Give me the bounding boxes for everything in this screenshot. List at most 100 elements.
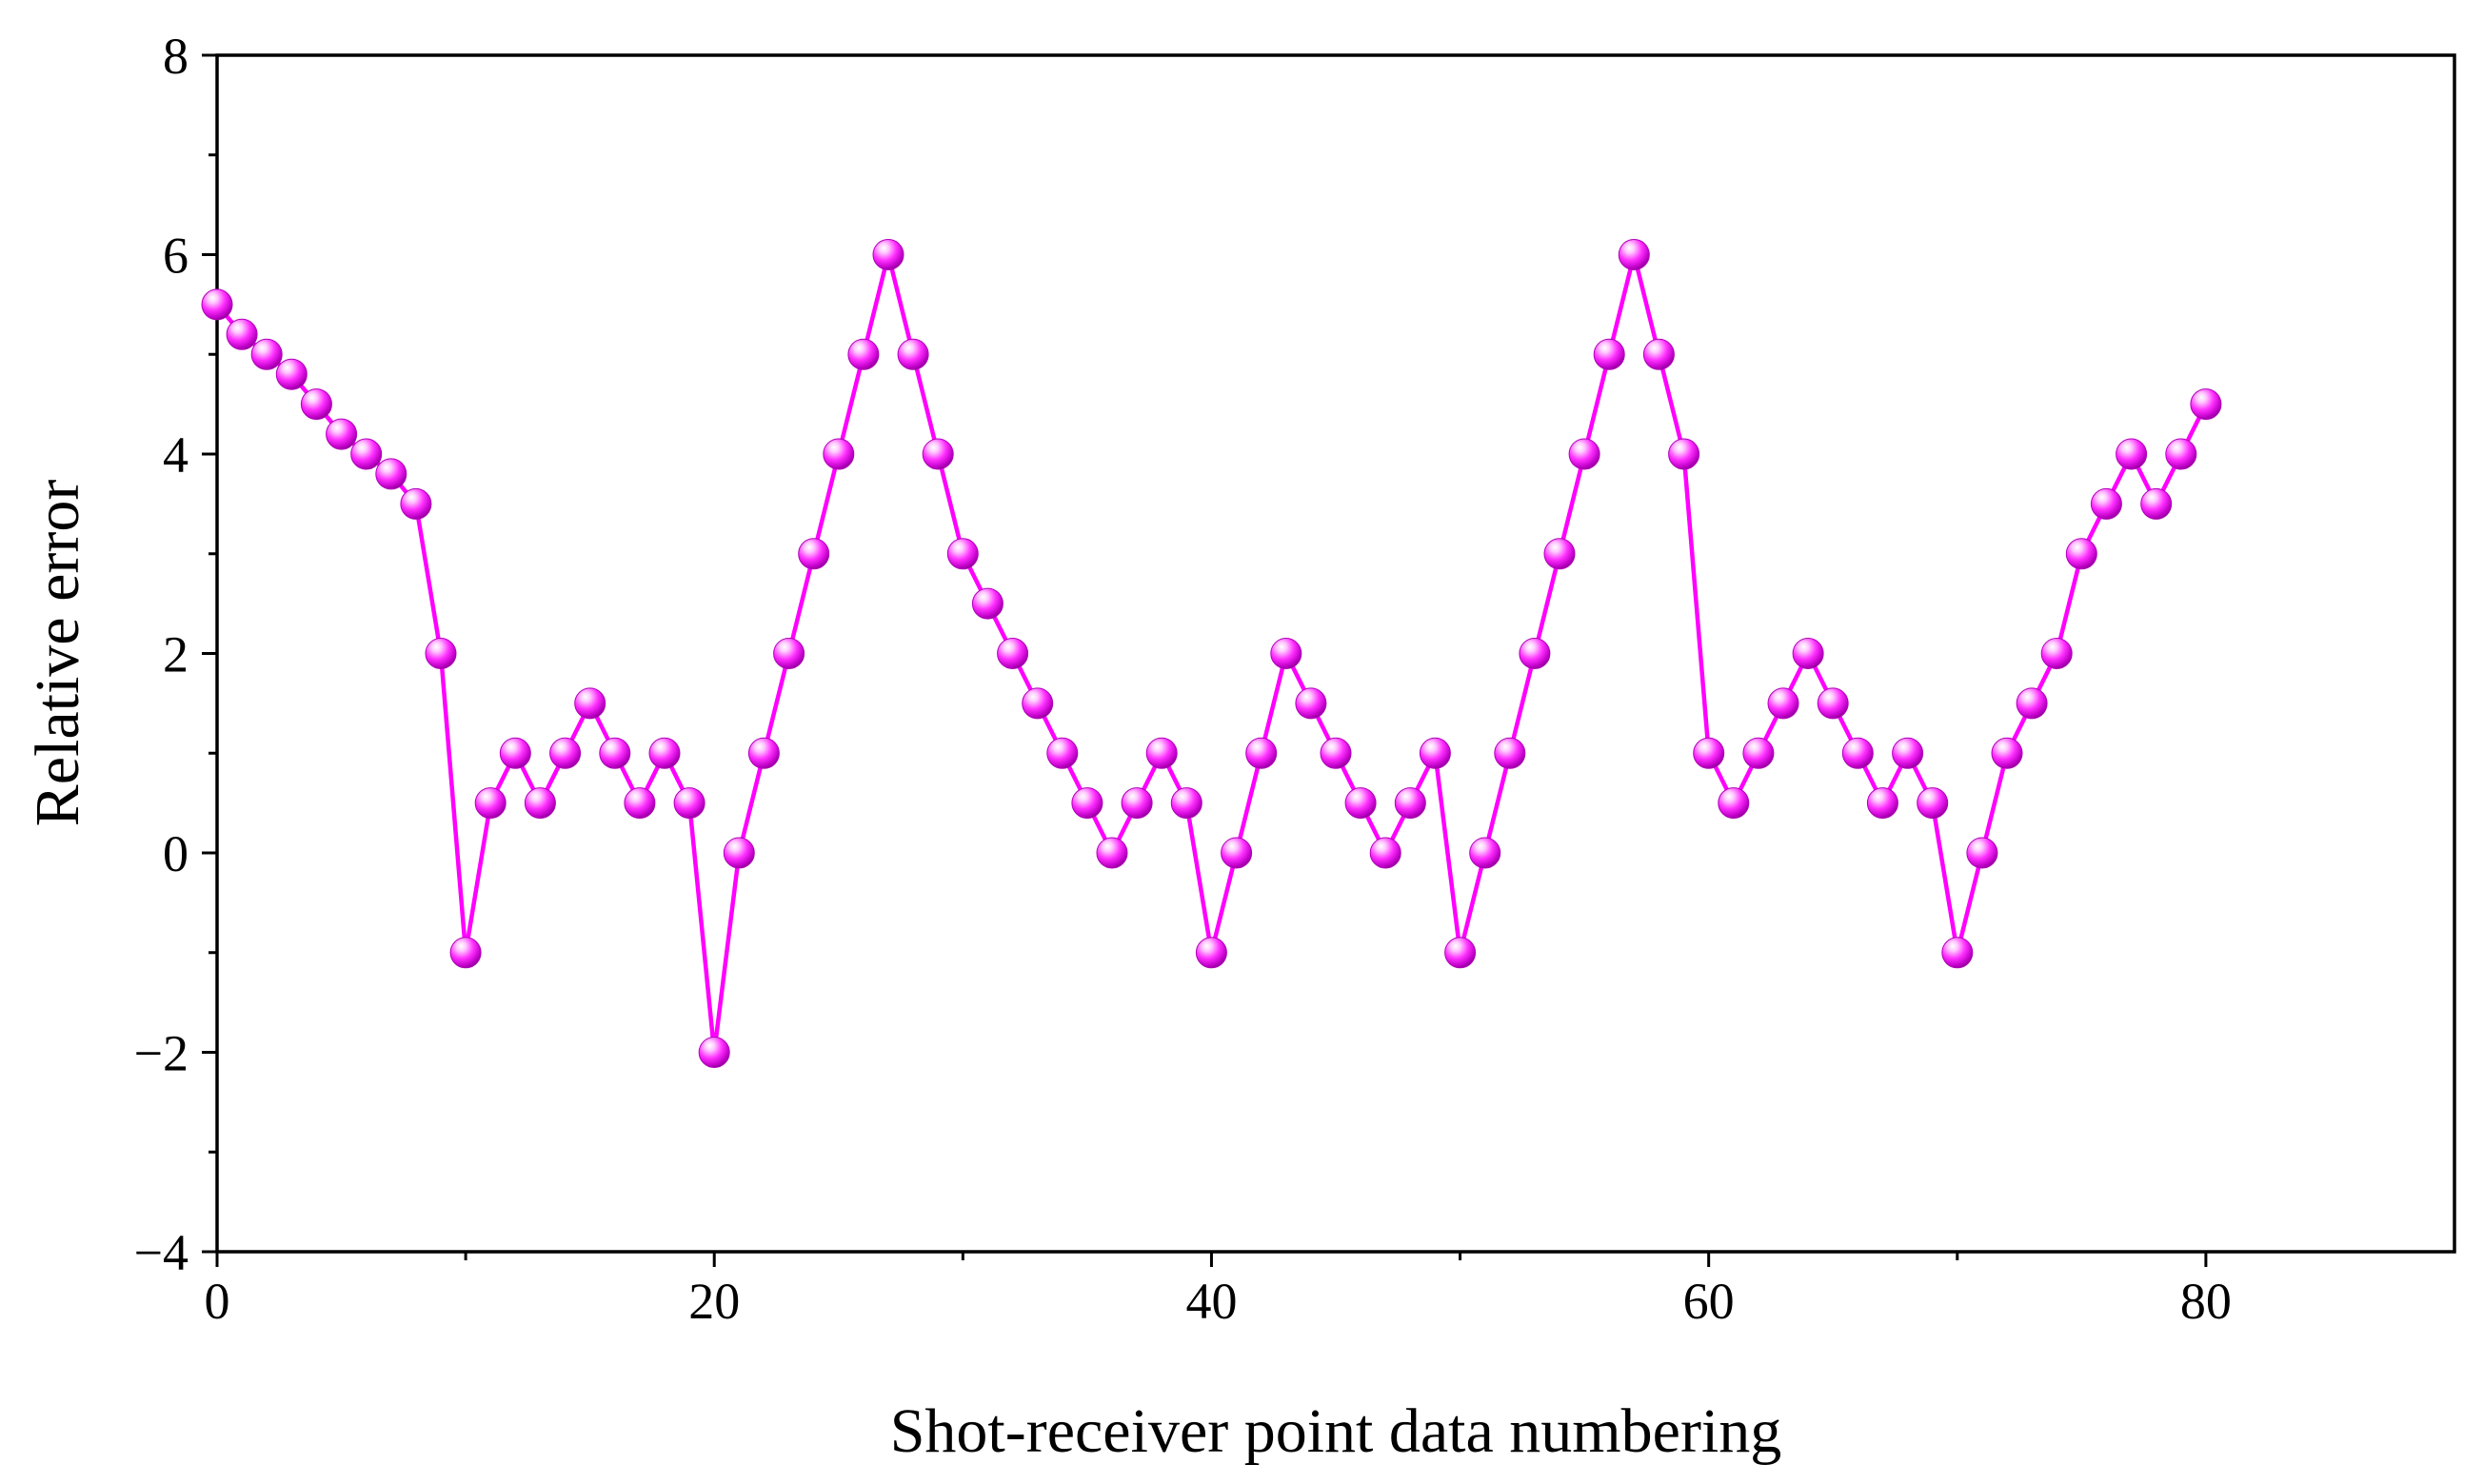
data-point (1543, 538, 1576, 570)
data-point (549, 737, 582, 769)
data-point (946, 538, 979, 570)
axis-tick-labels: 0 20 40 60 80 −4 −2 0 2 4 6 8 (134, 28, 2232, 1330)
data-point (798, 538, 830, 570)
data-point (1170, 787, 1202, 820)
data-point (275, 358, 308, 390)
data-point (1817, 687, 1849, 720)
data-point (673, 787, 705, 820)
data-point (1668, 438, 1700, 470)
data-point (1270, 638, 1302, 669)
data-point (474, 787, 507, 820)
data-point (2090, 487, 2122, 520)
data-point (773, 638, 805, 669)
data-point (326, 418, 358, 450)
data-point (499, 737, 531, 769)
data-point (1642, 338, 1675, 370)
data-point (1568, 438, 1600, 470)
data-point (425, 638, 457, 669)
data-point (524, 787, 556, 820)
data-point (872, 239, 904, 270)
data-point (1295, 687, 1327, 720)
data-point (574, 687, 606, 720)
data-point (1767, 687, 1799, 720)
data-point (2190, 388, 2222, 421)
y-tick-label: 6 (163, 228, 189, 285)
x-tick-label: 80 (2180, 1273, 2232, 1330)
data-point (1245, 737, 1278, 769)
data-point (300, 388, 332, 421)
data-point (400, 487, 432, 520)
data-point (897, 338, 929, 370)
axis-ticks (202, 53, 2208, 1267)
plot-frame (215, 53, 2456, 1254)
data-point (1096, 837, 1128, 869)
data-point (1941, 937, 1974, 969)
data-point (599, 737, 631, 769)
data-point (747, 737, 780, 769)
data-point (1444, 937, 1477, 969)
data-point (1841, 737, 1874, 769)
data-point (1991, 737, 2023, 769)
y-tick-label: 2 (163, 626, 189, 683)
data-series (201, 239, 2222, 1068)
data-point (847, 338, 880, 370)
data-point (1320, 737, 1352, 769)
data-point (1693, 737, 1725, 769)
data-point (449, 937, 482, 969)
data-point (1618, 239, 1650, 270)
data-point (1121, 787, 1153, 820)
x-tick-label: 40 (1185, 1273, 1237, 1330)
data-point (226, 318, 258, 350)
y-tick-label: −4 (134, 1224, 189, 1281)
data-point (201, 288, 233, 321)
series-line (215, 252, 2208, 1055)
data-point (2165, 438, 2197, 470)
y-axis-title: Relative error (23, 480, 92, 827)
data-point (971, 587, 1004, 620)
data-point (624, 787, 656, 820)
data-point (1792, 638, 1824, 669)
y-tick-label: 4 (163, 426, 189, 484)
data-point (375, 458, 407, 490)
x-tick-label: 20 (688, 1273, 740, 1330)
data-point (1046, 737, 1079, 769)
data-point (1195, 937, 1227, 969)
data-point (1419, 737, 1451, 769)
x-tick-label: 60 (1683, 1273, 1735, 1330)
data-point (1369, 837, 1401, 869)
data-point (922, 438, 954, 470)
data-point (1022, 687, 1054, 720)
data-point (250, 338, 283, 370)
y-tick-label: 8 (163, 28, 189, 85)
data-point (2040, 638, 2073, 669)
data-point (698, 1037, 730, 1068)
data-point (1344, 787, 1377, 820)
data-point (1519, 638, 1551, 669)
data-point (1071, 787, 1103, 820)
data-point (1866, 787, 1898, 820)
data-point (1593, 338, 1625, 370)
data-point (1892, 737, 1924, 769)
data-point (2065, 538, 2097, 570)
data-point (1221, 837, 1253, 869)
data-point (723, 837, 755, 869)
data-point (2016, 687, 2048, 720)
data-point (648, 737, 681, 769)
data-point (1494, 737, 1526, 769)
y-tick-label: 0 (163, 825, 189, 882)
data-point (1394, 787, 1426, 820)
data-point (2116, 438, 2148, 470)
data-point (823, 438, 855, 470)
data-point (1145, 737, 1178, 769)
data-point (1718, 787, 1750, 820)
data-point (997, 638, 1029, 669)
y-tick-label: −2 (134, 1025, 189, 1082)
data-point (2140, 487, 2173, 520)
x-axis-title: Shot-receiver point data numbering (890, 1396, 1782, 1466)
data-point (1917, 787, 1949, 820)
data-point (1469, 837, 1501, 869)
data-point (1966, 837, 1998, 869)
data-point (1742, 737, 1775, 769)
data-point (350, 438, 383, 470)
